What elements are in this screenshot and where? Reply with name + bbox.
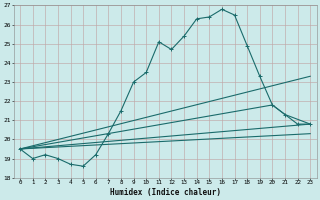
X-axis label: Humidex (Indice chaleur): Humidex (Indice chaleur) (110, 188, 220, 197)
